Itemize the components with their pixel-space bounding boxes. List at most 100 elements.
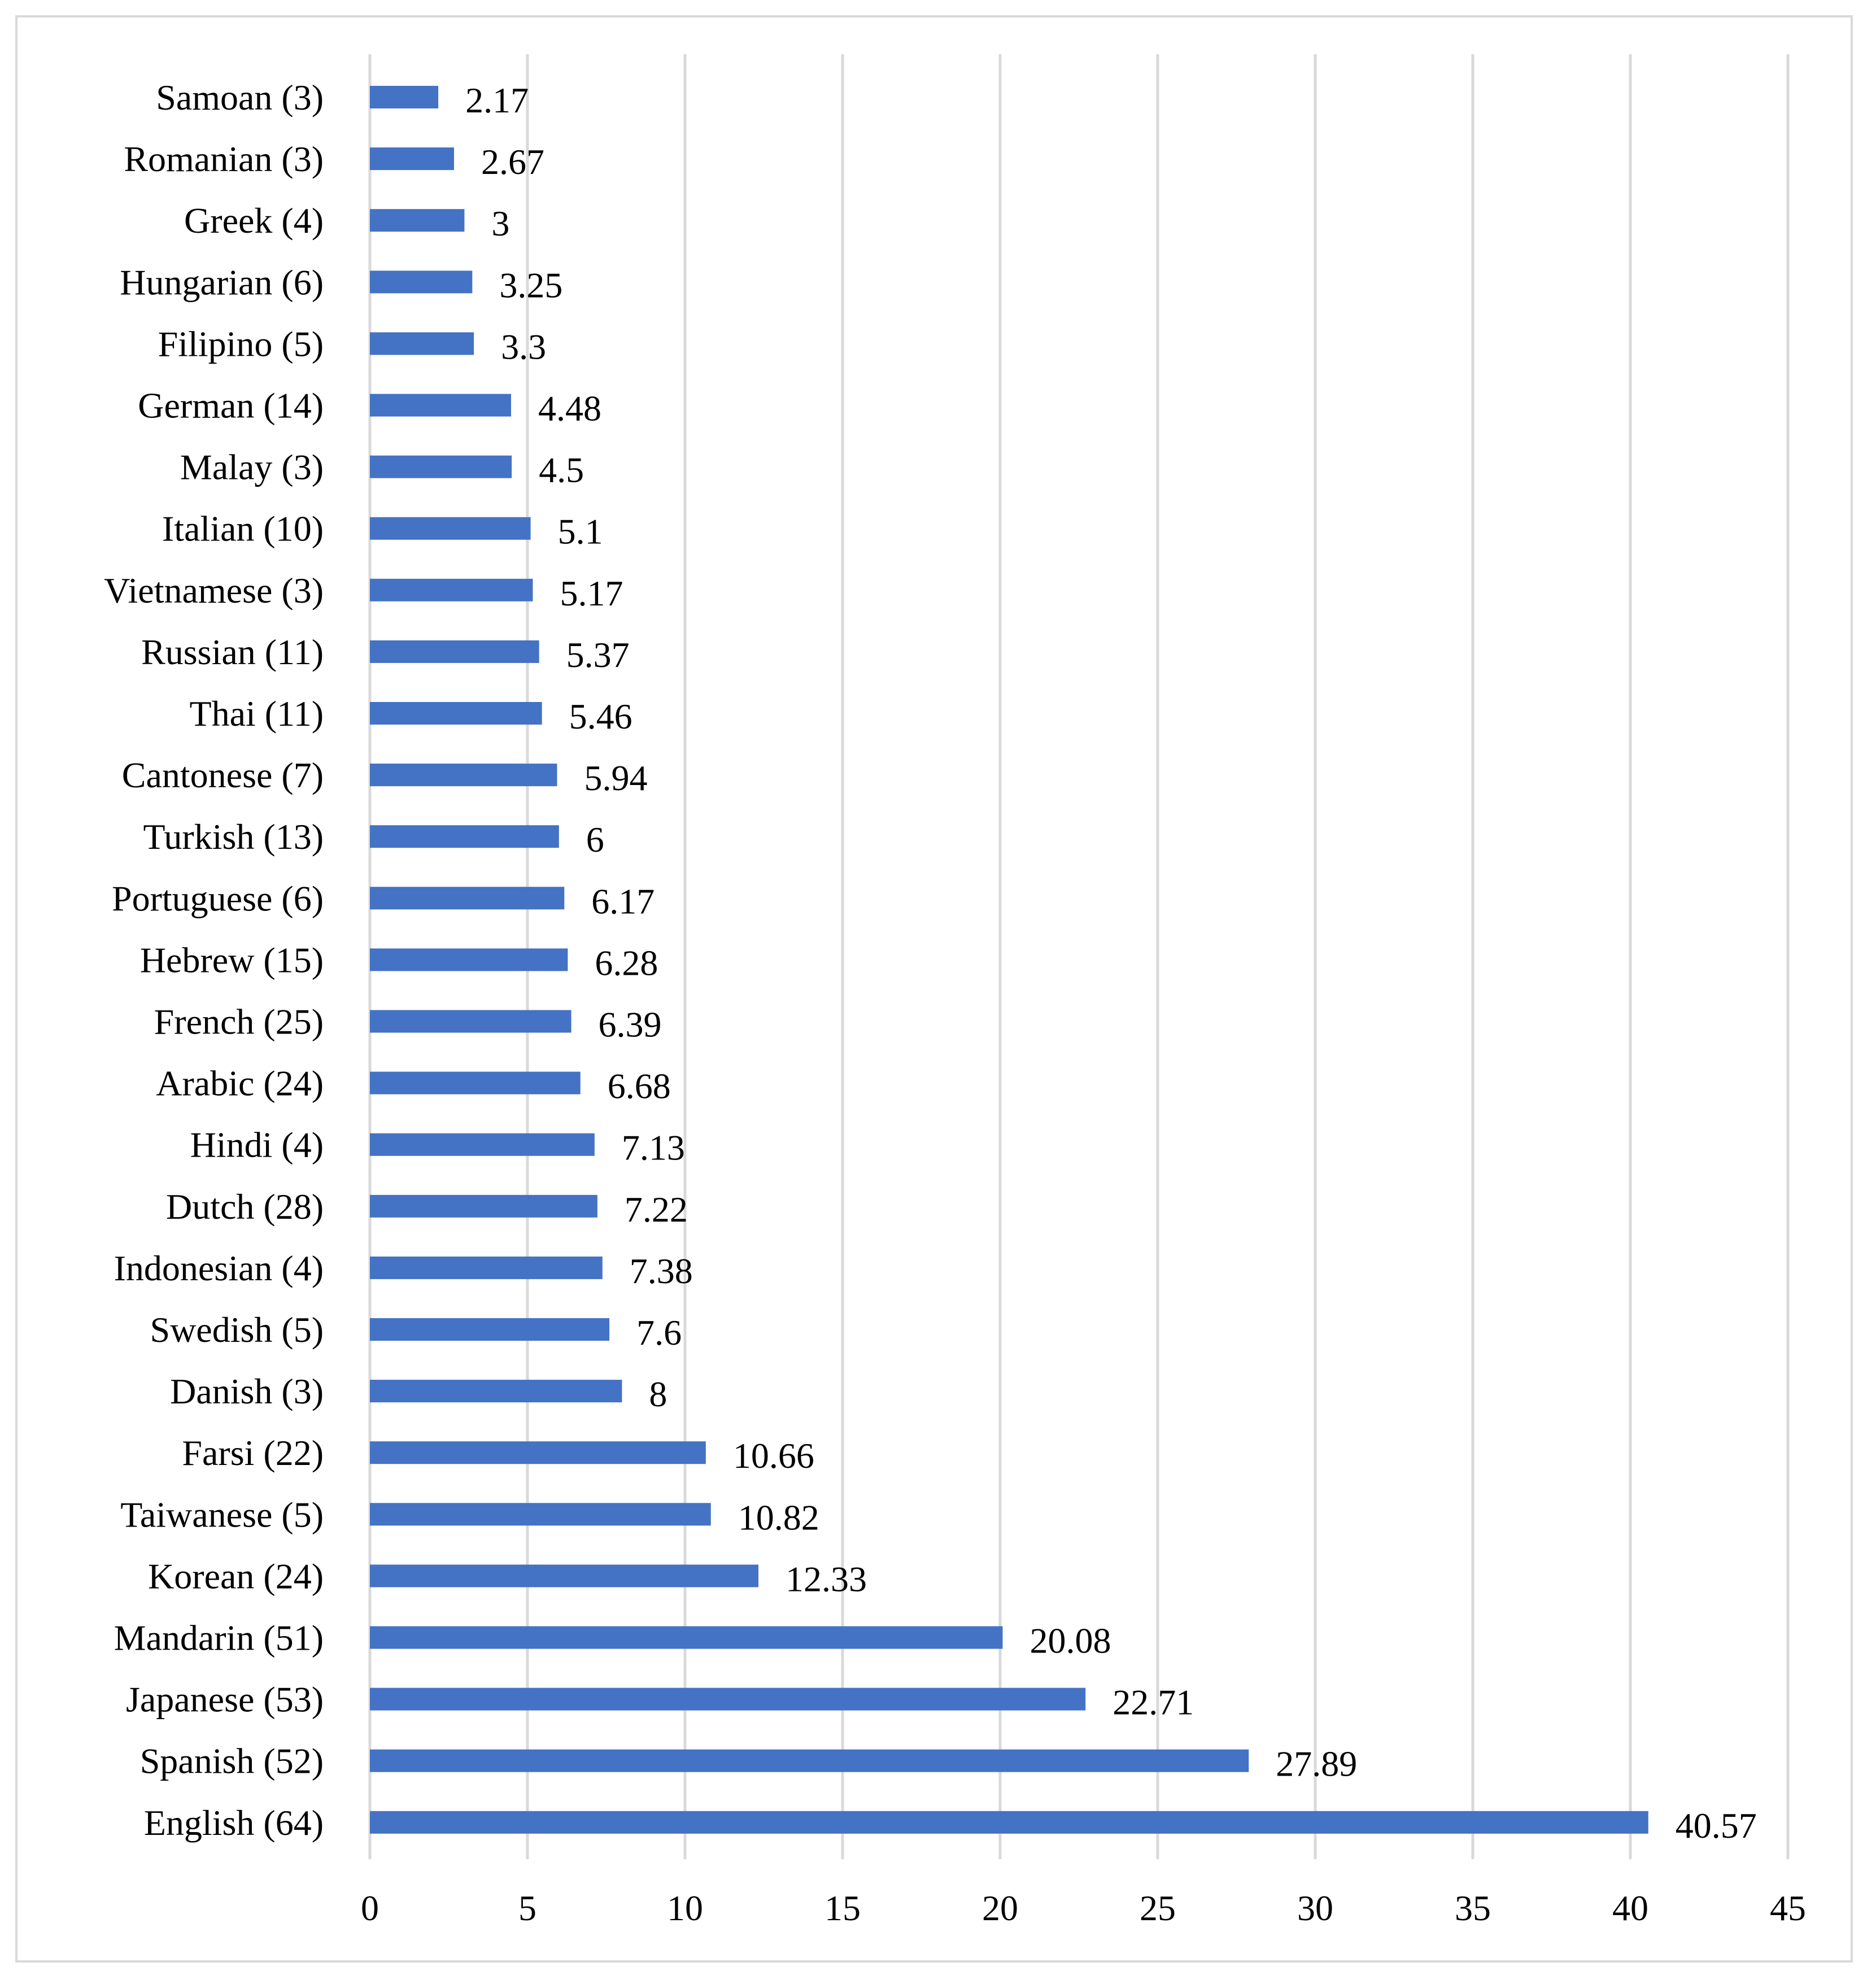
data-label: 6 xyxy=(586,819,604,860)
category-label: Vietnamese (3) xyxy=(104,570,324,611)
data-label: 6.28 xyxy=(595,943,658,983)
data-label: 40.57 xyxy=(1676,1806,1757,1846)
bar xyxy=(370,640,539,663)
category-label: Spanish (52) xyxy=(140,1741,324,1781)
bar xyxy=(370,455,512,478)
data-label: 7.22 xyxy=(625,1189,688,1229)
data-label: 7.6 xyxy=(636,1313,682,1353)
category-label: Indonesian (4) xyxy=(114,1248,324,1288)
x-tick-label: 30 xyxy=(1297,1888,1333,1928)
bar xyxy=(370,702,542,725)
data-label: 5.37 xyxy=(566,635,630,675)
x-tick-label: 10 xyxy=(667,1888,703,1928)
category-label: Italian (10) xyxy=(162,509,324,549)
data-label: 12.33 xyxy=(786,1559,867,1599)
bar xyxy=(370,1071,581,1095)
data-label: 5.94 xyxy=(584,758,647,798)
bar xyxy=(370,1811,1648,1834)
x-tick-label: 5 xyxy=(518,1888,536,1928)
category-label: Turkish (13) xyxy=(143,817,324,857)
bar xyxy=(370,517,531,540)
category-label: Thai (11) xyxy=(189,694,324,734)
category-label: Romanian (3) xyxy=(124,139,324,179)
data-label: 7.13 xyxy=(622,1128,685,1168)
bar xyxy=(370,948,568,971)
bar xyxy=(370,1503,711,1526)
x-tick-label: 45 xyxy=(1770,1888,1806,1928)
bar xyxy=(370,1749,1249,1772)
x-tick-label: 15 xyxy=(824,1888,861,1928)
bar xyxy=(370,1133,595,1156)
gridlines xyxy=(368,54,1790,1859)
x-tick-label: 40 xyxy=(1612,1888,1648,1928)
category-label: Arabic (24) xyxy=(156,1063,324,1104)
bar xyxy=(370,147,454,171)
data-label: 3.25 xyxy=(499,265,562,305)
category-label: Taiwanese (5) xyxy=(120,1494,324,1534)
category-labels: Samoan (3) Romanian (3) Greek (4) Hungarian… xyxy=(104,77,324,1843)
data-label: 6.68 xyxy=(608,1066,671,1106)
data-label: 10.66 xyxy=(733,1436,814,1476)
category-label: Danish (3) xyxy=(170,1371,324,1411)
bar xyxy=(370,1441,706,1464)
data-label: 6.39 xyxy=(599,1005,662,1045)
bar xyxy=(370,578,533,601)
category-label: Hindi (4) xyxy=(190,1125,324,1165)
bar xyxy=(370,1010,571,1033)
bar xyxy=(370,1380,622,1403)
bar xyxy=(370,1564,759,1588)
data-label: 22.71 xyxy=(1112,1682,1194,1723)
x-tick-label: 0 xyxy=(361,1888,379,1928)
chart-frame: Samoan (3) Romanian (3) Greek (4) Hungarian… xyxy=(15,15,1853,1963)
bar xyxy=(370,1256,603,1279)
x-axis-ticks: 0 5 10 15 20 25 30 35 40 45 xyxy=(361,1888,1806,1928)
data-label: 2.67 xyxy=(481,142,544,182)
data-label: 5.46 xyxy=(569,696,632,736)
category-label: Samoan (3) xyxy=(156,77,324,117)
category-label: Hebrew (15) xyxy=(140,940,324,980)
data-label: 5.1 xyxy=(558,512,603,552)
data-label: 3 xyxy=(491,203,509,243)
category-label: Russian (11) xyxy=(141,632,324,672)
data-label: 4.48 xyxy=(538,389,601,429)
data-label: 2.17 xyxy=(465,80,529,120)
x-tick-label: 35 xyxy=(1455,1888,1491,1928)
category-label: Malay (3) xyxy=(180,447,324,487)
data-label: 27.89 xyxy=(1276,1744,1357,1784)
bar xyxy=(370,209,465,232)
data-label: 3.3 xyxy=(501,326,546,367)
category-label: Hungarian (6) xyxy=(120,262,324,302)
bar xyxy=(370,1318,610,1341)
data-label: 8 xyxy=(649,1374,667,1414)
bar xyxy=(370,1688,1086,1711)
category-label: Swedish (5) xyxy=(150,1310,324,1350)
category-label: Portuguese (6) xyxy=(112,878,324,918)
data-label: 4.5 xyxy=(539,450,584,490)
bar xyxy=(370,825,559,848)
bar-chart: Samoan (3) Romanian (3) Greek (4) Hungarian… xyxy=(104,54,1806,1928)
category-label: Filipino (5) xyxy=(158,324,324,364)
category-label: Cantonese (7) xyxy=(122,755,324,795)
bar xyxy=(370,271,473,294)
data-label: 7.38 xyxy=(630,1251,693,1291)
data-label: 6.17 xyxy=(591,881,655,921)
category-label: Korean (24) xyxy=(148,1556,324,1596)
category-label: Mandarin (51) xyxy=(114,1618,324,1658)
x-tick-label: 20 xyxy=(982,1888,1018,1928)
bars xyxy=(370,86,1648,1834)
data-label: 20.08 xyxy=(1029,1621,1111,1661)
category-label: Japanese (53) xyxy=(126,1680,324,1720)
category-label: French (25) xyxy=(154,1002,324,1042)
category-label: German (14) xyxy=(138,386,324,426)
data-label: 10.82 xyxy=(738,1497,819,1537)
bar xyxy=(370,394,511,417)
bar xyxy=(370,764,557,787)
category-label: Dutch (28) xyxy=(166,1187,324,1227)
category-label: Farsi (22) xyxy=(182,1433,324,1473)
bar xyxy=(370,1194,597,1218)
value-labels: 2.17 2.67 3 3.25 3.3 4.48 4.5 5.1 5.17 5.37 5.46 5.… xyxy=(465,80,1757,1846)
bar xyxy=(370,887,565,910)
bar xyxy=(370,332,474,355)
bar xyxy=(370,86,439,108)
category-label: Greek (4) xyxy=(184,200,324,241)
